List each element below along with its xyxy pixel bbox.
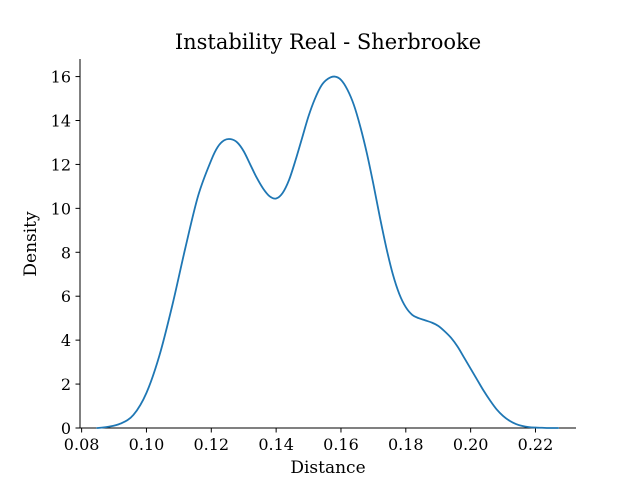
- y-tick-label: 14: [51, 112, 71, 131]
- y-axis-ticks: 0 2 4 6 8 10 12 14 16: [51, 68, 80, 438]
- x-axis-ticks: 0.08 0.10 0.12 0.14 0.16 0.18 0.20 0.22: [64, 428, 553, 454]
- y-tick-label: 2: [61, 375, 71, 394]
- x-tick-label: 0.12: [193, 435, 229, 454]
- y-tick-label: 16: [51, 68, 71, 87]
- x-tick-label: 0.14: [258, 435, 294, 454]
- x-tick-label: 0.22: [518, 435, 554, 454]
- y-tick-label: 4: [61, 331, 71, 350]
- x-tick-label: 0.18: [388, 435, 424, 454]
- y-tick-label: 0: [61, 419, 71, 438]
- chart-title: Instability Real - Sherbrooke: [175, 30, 481, 54]
- x-tick-label: 0.10: [129, 435, 165, 454]
- y-tick-label: 12: [51, 155, 71, 174]
- x-tick-label: 0.16: [323, 435, 359, 454]
- density-curve: [96, 75, 560, 429]
- y-tick-label: 8: [61, 243, 71, 262]
- y-tick-label: 10: [51, 199, 71, 218]
- x-tick-label: 0.08: [64, 435, 100, 454]
- y-axis-label: Density: [21, 211, 41, 277]
- y-tick-label: 6: [61, 287, 71, 306]
- x-tick-label: 0.20: [453, 435, 489, 454]
- x-axis-label: Distance: [290, 458, 365, 478]
